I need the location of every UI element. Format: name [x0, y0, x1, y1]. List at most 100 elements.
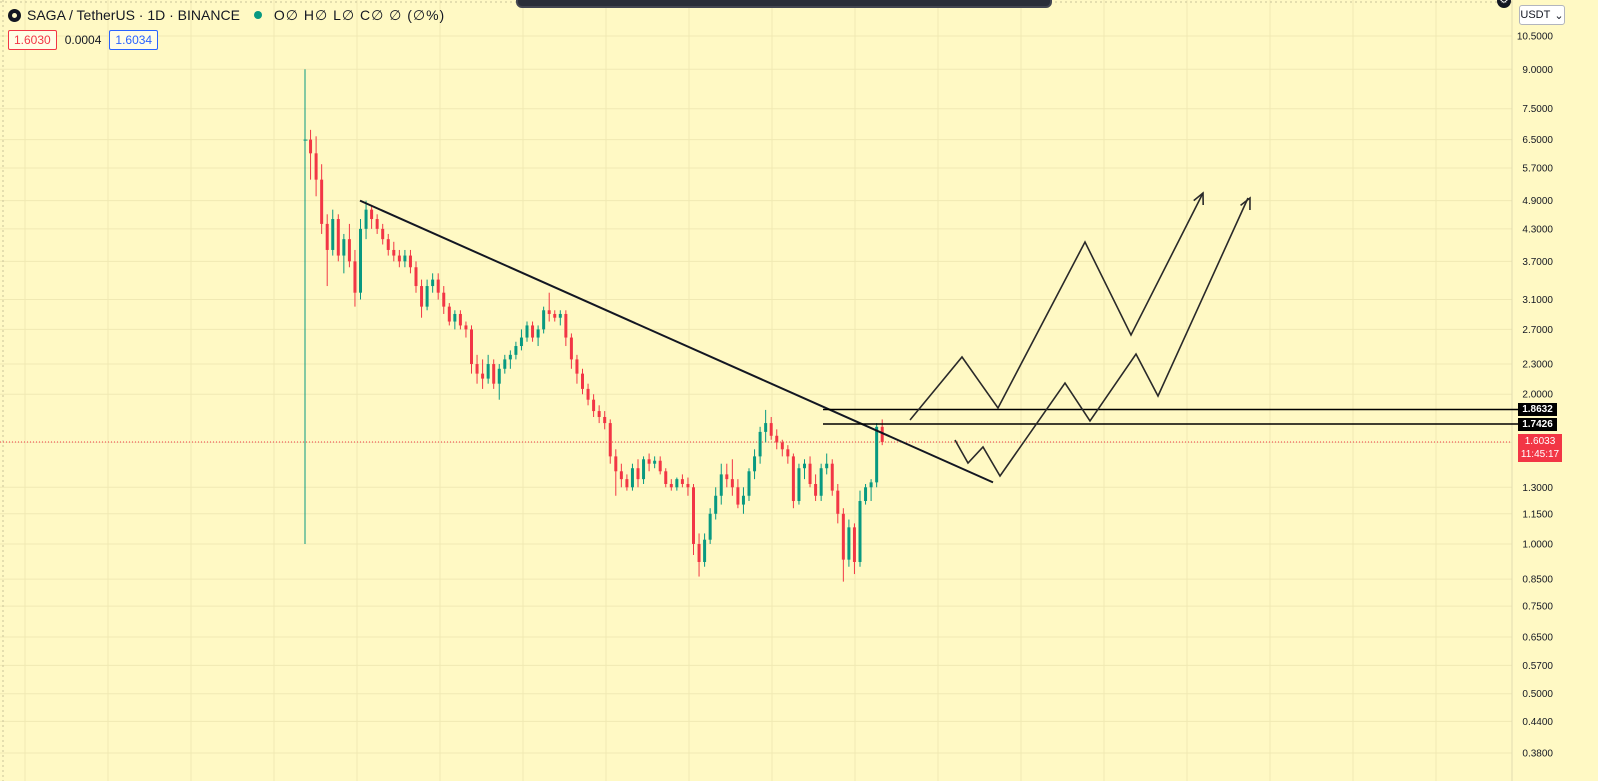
candle-body [675, 479, 679, 488]
candle-body [592, 399, 596, 412]
candle-body [370, 209, 374, 220]
candle-body [791, 456, 795, 502]
candle-body [342, 239, 346, 256]
candle-body [508, 354, 512, 360]
candle-body [453, 313, 457, 322]
price-axis-tick: 3.1000 [1522, 295, 1553, 306]
candle-body [753, 456, 757, 472]
market-open-dot-icon [253, 11, 262, 19]
top-toolbar[interactable] [516, 0, 1052, 8]
price-axis-tick: 4.3000 [1522, 224, 1553, 235]
currency-selector[interactable]: USDT ⌄ [1519, 5, 1565, 25]
price-axis-tick: 1.1500 [1522, 509, 1553, 520]
candle-body [619, 471, 623, 480]
candle-body [575, 359, 579, 374]
candle-body [653, 460, 657, 464]
candle-body [686, 483, 690, 488]
candle-body [353, 261, 357, 293]
candle-body [875, 426, 879, 483]
candle-body [741, 495, 745, 505]
candle-body [714, 495, 718, 514]
candle-body [786, 449, 790, 457]
candle-body [569, 337, 573, 360]
candle-body [525, 325, 529, 338]
tradingview-logo-icon [8, 8, 21, 22]
candle-body [858, 501, 862, 562]
candle-body [447, 306, 451, 322]
candle-body [314, 153, 318, 180]
candle-body [436, 279, 440, 293]
price-axis-tick: 3.7000 [1522, 257, 1553, 268]
candle-body [852, 527, 856, 562]
level-label-upper: 1.8632 [1518, 403, 1557, 416]
candle-body [386, 239, 390, 250]
candle-body [758, 431, 762, 457]
candle-body [336, 219, 340, 256]
candle-body [431, 279, 435, 287]
candle-body [803, 463, 806, 469]
candle-body [309, 139, 313, 154]
symbol-header: SAGA / TetherUS · 1D · BINANCE O∅ H∅ L∅ … [8, 6, 445, 24]
candle-body [347, 239, 351, 262]
price-axis-tick: 0.5700 [1522, 661, 1553, 672]
candle-body [841, 513, 845, 560]
candle-body [475, 364, 479, 374]
candle-body [625, 479, 629, 488]
candle-body [680, 479, 684, 484]
bid-price-button[interactable]: 1.6030 [8, 30, 57, 50]
candle-body [692, 487, 695, 544]
currency-label: USDT [1520, 9, 1551, 21]
price-axis-tick: 0.8500 [1522, 575, 1553, 586]
level-label-lower: 1.7426 [1518, 418, 1557, 431]
candle-body [303, 139, 308, 141]
chevron-down-icon: ⌄ [1554, 9, 1564, 22]
ask-price-button[interactable]: 1.6034 [109, 30, 159, 50]
candle-body [442, 292, 446, 307]
candle-body [614, 456, 618, 472]
price-axis-tick: 1.0000 [1522, 539, 1553, 550]
candle-body [503, 359, 507, 369]
candle-body [514, 346, 518, 355]
candle-body [420, 286, 424, 307]
projection-path-lower [954, 197, 1249, 478]
price-axis-tick: 5.7000 [1522, 163, 1553, 174]
candle-body [408, 255, 412, 268]
price-axis-tick: 0.7500 [1522, 602, 1553, 613]
candle-body [458, 313, 462, 326]
price-axis-tick: 0.6500 [1522, 633, 1553, 644]
candle-body [320, 179, 324, 224]
candle-body [780, 442, 784, 450]
candle-body [642, 459, 646, 480]
candle-body [359, 228, 362, 293]
candle-body [425, 286, 429, 307]
candle-body [669, 483, 673, 488]
ohlc-values: O∅ H∅ L∅ C∅ ∅ (∅%) [273, 6, 446, 23]
price-axis-tick: 0.3800 [1522, 749, 1553, 760]
candle-body [775, 435, 779, 443]
candle-body [481, 373, 485, 379]
price-axis-tick: 2.0000 [1522, 390, 1553, 401]
candle-body [581, 373, 584, 389]
candle-body [470, 329, 473, 365]
candle-body [647, 459, 651, 464]
price-axis-tick: 4.9000 [1522, 196, 1553, 207]
candle-body [403, 255, 407, 262]
price-axis-tick: 2.7000 [1522, 325, 1553, 336]
candle-body [808, 463, 812, 484]
candle-body [492, 364, 496, 384]
symbol-title[interactable]: SAGA / TetherUS · 1D · BINANCE [27, 7, 240, 23]
candle-body [725, 474, 729, 480]
candle-body [553, 313, 557, 318]
descending-trendline [359, 199, 994, 484]
chart-settings-icon[interactable]: ⚙ [1497, 0, 1511, 8]
candle-body [325, 223, 329, 250]
last-price-label: 1.6033 11:45:17 [1518, 434, 1562, 462]
candle-body [564, 313, 568, 338]
candle-body [819, 468, 823, 496]
candle-body [864, 487, 868, 502]
candle-body [697, 543, 701, 562]
candle-body [531, 325, 535, 338]
price-axis-tick: 10.5000 [1517, 32, 1554, 43]
candle-body [486, 364, 490, 379]
